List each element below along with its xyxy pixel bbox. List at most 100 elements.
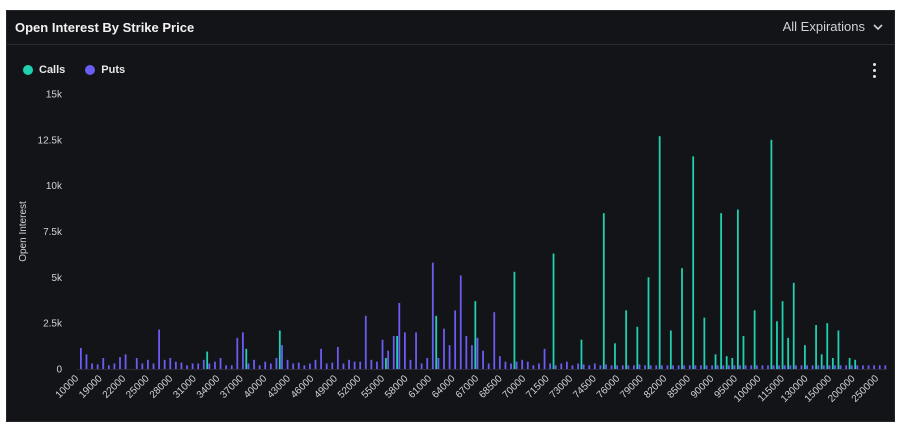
bar-puts[interactable] xyxy=(281,345,283,369)
bar-puts[interactable] xyxy=(398,303,401,369)
bar-puts[interactable] xyxy=(236,337,239,369)
bar-calls[interactable] xyxy=(614,343,616,369)
bar-puts[interactable] xyxy=(275,358,278,369)
bar-calls[interactable] xyxy=(815,325,817,369)
bar-puts[interactable] xyxy=(158,329,160,369)
bar-calls[interactable] xyxy=(804,345,806,369)
bar-puts[interactable] xyxy=(309,363,311,370)
bar-puts[interactable] xyxy=(186,365,188,369)
bar-puts[interactable] xyxy=(711,365,714,369)
bar-puts[interactable] xyxy=(644,365,646,369)
bar-puts[interactable] xyxy=(783,365,786,369)
bar-calls[interactable] xyxy=(792,282,795,369)
bar-calls[interactable] xyxy=(837,330,840,370)
bar-puts[interactable] xyxy=(599,365,602,369)
bar-puts[interactable] xyxy=(767,365,769,369)
bar-puts[interactable] xyxy=(560,363,563,370)
bar-puts[interactable] xyxy=(454,310,457,369)
bar-puts[interactable] xyxy=(269,363,272,370)
bar-puts[interactable] xyxy=(135,358,138,369)
bar-calls[interactable] xyxy=(770,139,773,369)
bar-puts[interactable] xyxy=(241,332,244,369)
bar-calls[interactable] xyxy=(552,253,555,370)
bar-puts[interactable] xyxy=(839,365,842,369)
legend-item-puts[interactable]: Puts xyxy=(85,64,125,76)
bar-puts[interactable] xyxy=(258,365,261,369)
bar-calls[interactable] xyxy=(580,339,583,369)
bar-calls[interactable] xyxy=(278,330,281,370)
bar-puts[interactable] xyxy=(403,332,406,369)
bar-puts[interactable] xyxy=(498,356,501,369)
bar-puts[interactable] xyxy=(191,363,194,370)
bar-calls[interactable] xyxy=(736,209,739,370)
bar-calls[interactable] xyxy=(831,358,834,369)
bar-puts[interactable] xyxy=(850,365,853,369)
bar-puts[interactable] xyxy=(465,336,468,369)
bar-puts[interactable] xyxy=(353,361,356,369)
bar-calls[interactable] xyxy=(826,323,829,369)
bar-puts[interactable] xyxy=(672,365,674,369)
bar-puts[interactable] xyxy=(845,365,848,369)
bar-puts[interactable] xyxy=(124,354,127,369)
bar-puts[interactable] xyxy=(811,365,814,369)
bar-puts[interactable] xyxy=(778,365,781,369)
bar-puts[interactable] xyxy=(789,365,792,369)
bar-puts[interactable] xyxy=(119,357,121,369)
bar-puts[interactable] xyxy=(755,365,758,369)
bar-puts[interactable] xyxy=(113,363,116,370)
bar-puts[interactable] xyxy=(459,275,462,370)
bar-puts[interactable] xyxy=(325,363,328,370)
bar-puts[interactable] xyxy=(314,359,317,369)
bar-puts[interactable] xyxy=(610,365,613,369)
bar-calls[interactable] xyxy=(703,317,706,369)
bar-puts[interactable] xyxy=(565,361,568,369)
bar-puts[interactable] xyxy=(303,365,306,369)
bar-puts[interactable] xyxy=(532,365,535,369)
bar-puts[interactable] xyxy=(521,359,524,369)
bar-puts[interactable] xyxy=(342,363,345,370)
bar-puts[interactable] xyxy=(230,365,233,369)
bar-puts[interactable] xyxy=(515,361,518,369)
bar-puts[interactable] xyxy=(409,359,412,369)
bar-puts[interactable] xyxy=(571,365,574,369)
bar-puts[interactable] xyxy=(420,363,423,370)
bar-puts[interactable] xyxy=(208,363,211,370)
bar-puts[interactable] xyxy=(359,361,362,369)
bar-puts[interactable] xyxy=(96,364,99,369)
bar-puts[interactable] xyxy=(180,362,183,369)
bar-puts[interactable] xyxy=(85,354,88,369)
bar-puts[interactable] xyxy=(431,262,434,369)
bar-puts[interactable] xyxy=(633,365,635,369)
bar-puts[interactable] xyxy=(526,361,529,369)
bar-calls[interactable] xyxy=(435,315,438,369)
bar-puts[interactable] xyxy=(655,365,658,369)
bar-puts[interactable] xyxy=(364,315,367,369)
bar-puts[interactable] xyxy=(471,345,473,369)
bar-puts[interactable] xyxy=(147,359,149,369)
bar-puts[interactable] xyxy=(873,365,876,369)
bar-puts[interactable] xyxy=(348,359,350,369)
bar-calls[interactable] xyxy=(731,358,734,369)
bar-puts[interactable] xyxy=(878,365,881,369)
bar-puts[interactable] xyxy=(834,365,836,369)
bar-puts[interactable] xyxy=(538,363,540,370)
bar-calls[interactable] xyxy=(753,310,756,369)
bar-puts[interactable] xyxy=(174,361,177,369)
bar-puts[interactable] xyxy=(163,359,166,369)
bar-calls[interactable] xyxy=(658,136,661,369)
bar-puts[interactable] xyxy=(582,364,585,369)
bar-puts[interactable] xyxy=(426,358,429,369)
bar-calls[interactable] xyxy=(820,354,823,369)
bar-calls[interactable] xyxy=(787,337,790,369)
bar-puts[interactable] xyxy=(443,328,445,369)
bar-puts[interactable] xyxy=(543,348,546,369)
bar-puts[interactable] xyxy=(415,332,417,369)
bar-puts[interactable] xyxy=(482,350,484,369)
bar-puts[interactable] xyxy=(510,363,512,370)
bar-puts[interactable] xyxy=(102,358,105,369)
bar-puts[interactable] xyxy=(750,365,753,369)
bar-puts[interactable] xyxy=(152,363,155,370)
bar-puts[interactable] xyxy=(744,365,747,369)
bar-calls[interactable] xyxy=(781,301,784,369)
bar-puts[interactable] xyxy=(286,359,289,369)
